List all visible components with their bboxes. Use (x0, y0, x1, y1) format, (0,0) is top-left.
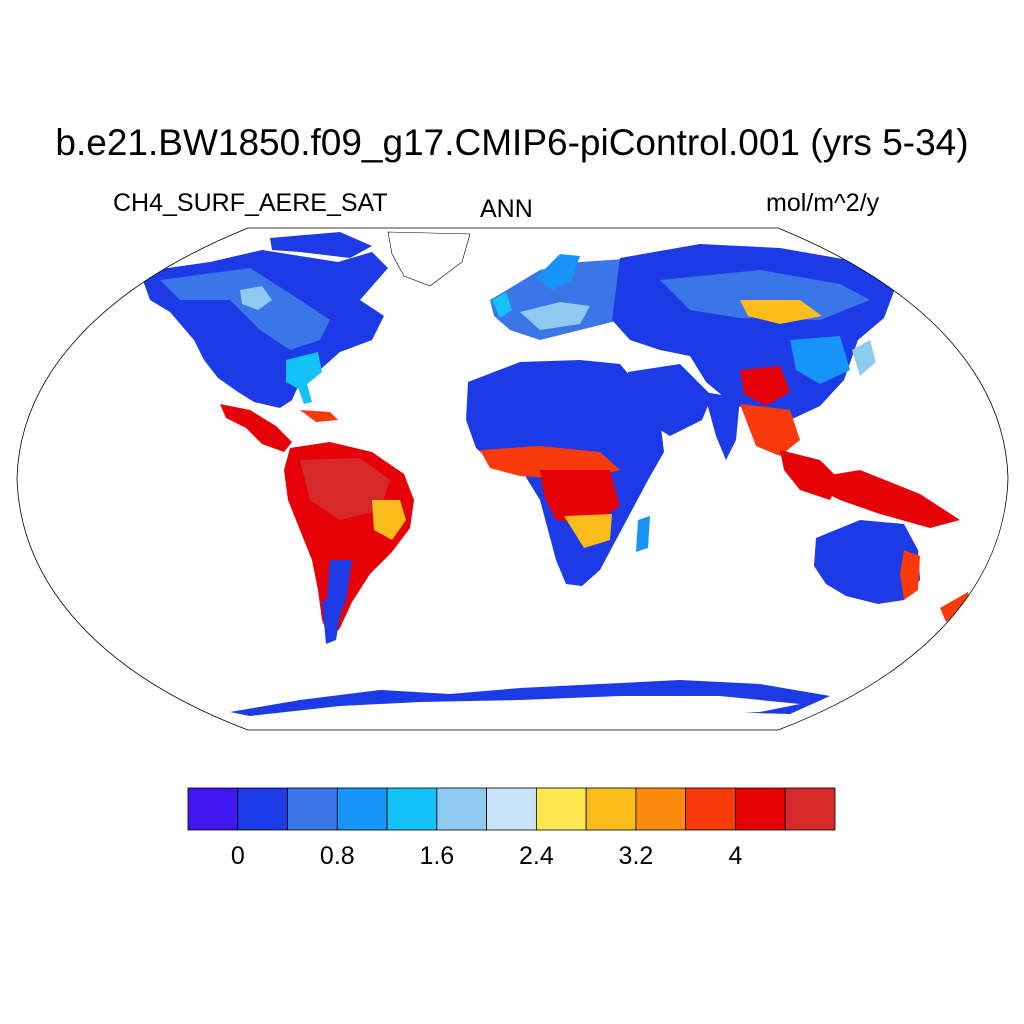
variable-name-label: CH4_SURF_AERE_SAT (113, 189, 388, 217)
colorbar-tick-label: 1.6 (419, 842, 455, 870)
south-asia-rice (740, 404, 800, 456)
us-southeast (286, 352, 322, 390)
africa-south-wet (564, 514, 612, 548)
colorbar-tick-label: 2.4 (518, 842, 554, 870)
north-america-midlat (160, 268, 330, 350)
siberia-wetland (740, 300, 822, 324)
new-zealand (940, 592, 970, 622)
caribbean (300, 410, 338, 422)
arctic-islands (270, 232, 372, 258)
maritime-asia (800, 470, 960, 528)
colorbar-box-9 (635, 787, 687, 831)
antarctica-interior (250, 696, 800, 722)
colorbar-box-10 (685, 787, 736, 831)
madagascar (636, 516, 650, 552)
brazil-east (372, 500, 406, 540)
central-asia-high (740, 366, 790, 406)
scandinavia (536, 254, 580, 290)
greenland (387, 231, 471, 287)
season-label: ANN (480, 195, 533, 223)
colorbar-box-5 (436, 787, 488, 831)
europe-landmass (490, 258, 640, 340)
map-boundary (16, 227, 1009, 731)
colorbar-box-8 (585, 787, 637, 831)
plot-title: b.e21.BW1850.f09_g17.CMIP6-piControl.001… (55, 122, 969, 163)
patagonia (322, 600, 342, 644)
amazon-core (300, 458, 390, 520)
colorbar-box-7 (535, 787, 587, 831)
florida (296, 380, 312, 404)
colorbar-tick-label: 0.8 (319, 842, 355, 870)
east-asia (790, 336, 850, 384)
colorbar-tick-label: 4 (728, 842, 743, 870)
japan (852, 340, 876, 376)
british-isles (492, 292, 512, 318)
colorbar-tick-label: 0 (230, 842, 245, 870)
units-label: mol/m^2/y (766, 189, 880, 217)
hudson-bay-region (240, 286, 272, 310)
colorbar-box-11 (735, 787, 786, 831)
colorbar-box-12 (784, 787, 836, 831)
colorbar-box-6 (486, 787, 537, 831)
europe-wetlands (520, 302, 590, 330)
siberia-band (660, 270, 870, 320)
central-america (220, 404, 292, 452)
colorbar-box-0 (187, 787, 239, 831)
colorbar-box-1 (237, 787, 288, 831)
colorbar-tick-label: 3.2 (618, 842, 654, 870)
india (704, 392, 740, 460)
colorbar-box-4 (386, 787, 438, 831)
colorbar-box-2 (287, 787, 338, 831)
australia-east (900, 550, 920, 600)
colorbar-box-3 (336, 787, 388, 831)
congo-basin (540, 470, 620, 526)
australia (814, 520, 920, 604)
